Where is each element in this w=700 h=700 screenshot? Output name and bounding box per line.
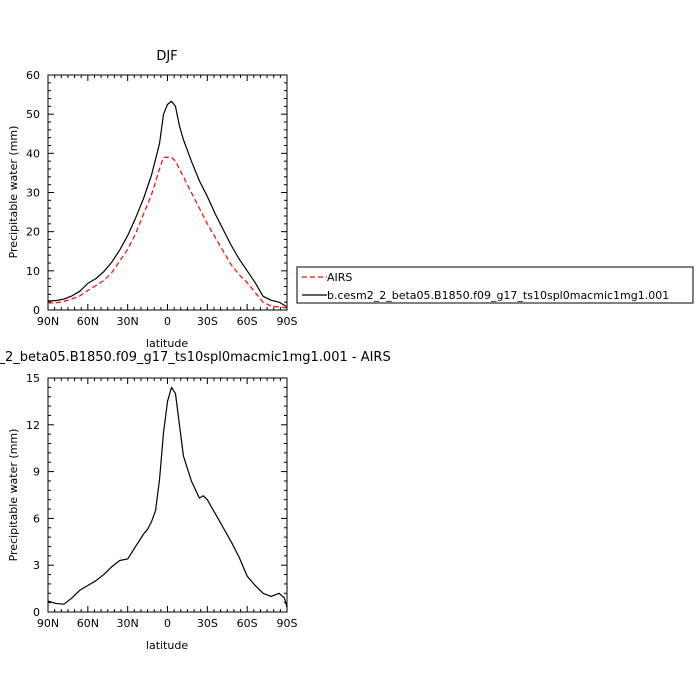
bottom-panel-y-tick-label: 0: [33, 606, 40, 619]
top-panel-series-line-1: [47, 100, 288, 308]
bottom-panel-y-tick-label: 6: [33, 512, 40, 525]
top-panel-x-tick-label: 30S: [197, 315, 218, 328]
top-panel-x-tick-label: 0: [164, 315, 171, 328]
top-panel-x-tick-label: 60N: [77, 315, 99, 328]
bottom-panel-x-tick-label: 90S: [277, 617, 298, 630]
bottom-panel-x-axis-label: latitude: [146, 639, 188, 652]
top-panel-legend: AIRS b.cesm2_2_beta05.B1850.f09_g17_ts10…: [296, 266, 694, 304]
bottom-panel: b.cesm2_2_beta05.B1850.f09_g17_ts10spl0m…: [0, 350, 391, 652]
top-panel-frame: [47, 74, 288, 311]
top-panel: DJF Precipitable water (mm) latitude 90N…: [7, 49, 298, 350]
top-panel-x-tick-label: 90N: [37, 315, 59, 328]
bottom-panel-frame: [47, 377, 288, 613]
bottom-panel-y-axis-label: Precipitable water (mm): [7, 429, 20, 562]
bottom-panel-y-tick-label: 12: [26, 419, 40, 432]
bottom-panel-x-tick-label: 0: [164, 617, 171, 630]
top-panel-x-tick-label: 30N: [117, 315, 139, 328]
bottom-panel-x-tick-label: 60S: [237, 617, 258, 630]
top-panel-y-tick-label: 60: [26, 69, 40, 82]
bottom-panel-x-tick-label: 60N: [77, 617, 99, 630]
top-panel-y-axis-label: Precipitable water (mm): [7, 126, 20, 259]
legend-label-model: b.cesm2_2_beta05.B1850.f09_g17_ts10spl0m…: [327, 289, 669, 302]
top-panel-y-tick-label: 0: [33, 304, 40, 317]
top-panel-y-tick-label: 20: [26, 226, 40, 239]
top-panel-y-tick-label: 30: [26, 187, 40, 200]
top-panel-title: DJF: [156, 49, 177, 64]
top-panel-x-tick-label: 60S: [237, 315, 258, 328]
top-panel-x-tick-label: 90S: [277, 315, 298, 328]
bottom-panel-y-tick-label: 15: [26, 372, 40, 385]
bottom-panel-x-tick-label: 90N: [37, 617, 59, 630]
legend-label-airs: AIRS: [327, 271, 352, 284]
top-panel-y-tick-label: 50: [26, 108, 40, 121]
top-panel-y-tick-label: 40: [26, 147, 40, 160]
bottom-panel-y-tick-label: 3: [33, 559, 40, 572]
bottom-panel-title: b.cesm2_2_beta05.B1850.f09_g17_ts10spl0m…: [0, 350, 391, 365]
top-panel-series-line-0: [48, 156, 288, 309]
bottom-panel-x-tick-label: 30S: [197, 617, 218, 630]
legend-box: [296, 266, 694, 304]
top-panel-x-axis-label: latitude: [146, 337, 188, 350]
bottom-panel-x-tick-label: 30N: [117, 617, 139, 630]
top-panel-y-tick-label: 10: [26, 265, 40, 278]
bottom-panel-y-tick-label: 9: [33, 466, 40, 479]
bottom-panel-series-line-0: [47, 386, 288, 608]
